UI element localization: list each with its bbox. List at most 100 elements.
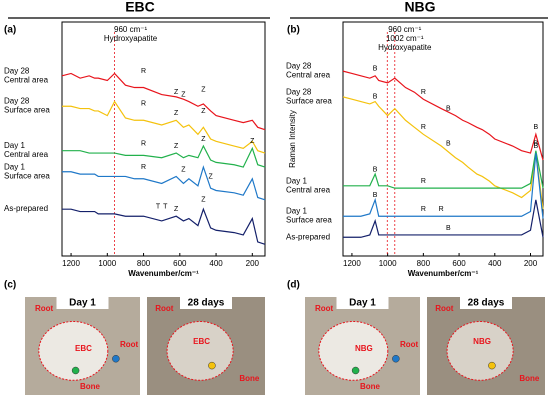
series-label: Day 28 Central area xyxy=(286,62,331,80)
series-label: Day 1 Central area xyxy=(4,141,49,159)
peak-label: B xyxy=(373,192,378,199)
panel-label: (c) xyxy=(4,280,16,291)
series-label: As-prepared xyxy=(4,204,48,213)
spectrum-line xyxy=(342,70,544,161)
series-label-line: Day 1 xyxy=(4,141,25,150)
photo-title-bg xyxy=(460,296,512,309)
spectrum-line xyxy=(62,165,266,201)
peak-label: Z xyxy=(174,143,179,150)
series-label-line: Day 28 xyxy=(286,87,312,96)
measure-point xyxy=(351,366,360,375)
peak-label: R xyxy=(141,164,146,171)
panel-label: (a) xyxy=(4,25,16,36)
measure-point xyxy=(208,361,216,370)
peak-label: Z xyxy=(174,89,179,96)
photo-title: Day 1 xyxy=(349,298,376,309)
series-label-line: Day 28 xyxy=(286,62,312,71)
spectrum-line xyxy=(342,96,544,210)
series-label-line: Day 1 xyxy=(4,162,25,171)
peak-label: R xyxy=(421,206,426,213)
region-label: Bone xyxy=(360,382,381,391)
plot-frame xyxy=(61,21,266,257)
x-tick-label: 800 xyxy=(137,259,151,268)
panel-label: (b) xyxy=(287,25,300,36)
series-label: Day 28 Surface area xyxy=(286,87,332,105)
peak-label: Z xyxy=(201,87,206,94)
series-label-line: Surface area xyxy=(4,171,50,180)
peak-label: Z xyxy=(250,138,255,145)
series-label-line: Day 28 xyxy=(4,97,30,106)
peak-label: Z xyxy=(201,136,206,143)
series-label-line: Day 28 xyxy=(4,66,30,75)
plot-frame xyxy=(342,21,544,257)
x-tick-label: 200 xyxy=(246,259,260,268)
x-tick-label: 200 xyxy=(524,259,538,268)
peak-label: Z xyxy=(201,108,206,115)
region-label: Root xyxy=(400,340,419,349)
series-label-line: Surface area xyxy=(286,216,332,225)
series-label-line: Surface area xyxy=(286,96,332,105)
series-label-line: Central area xyxy=(4,75,49,84)
series-label-line: Day 1 xyxy=(286,176,307,185)
peak-label: B xyxy=(534,141,539,148)
x-tick-label: 1200 xyxy=(62,259,80,268)
photo-title-bg xyxy=(180,296,232,309)
x-tick-label: 400 xyxy=(488,259,502,268)
peak-label: R xyxy=(421,178,426,185)
x-tick-label: 1000 xyxy=(379,259,397,268)
spectrum-line xyxy=(343,199,544,238)
peak-label: R xyxy=(141,68,146,75)
material-outline xyxy=(166,321,234,381)
material-outline xyxy=(38,321,109,381)
series-label-line: As-prepared xyxy=(286,232,330,241)
peak-label: B xyxy=(373,66,378,73)
peak-label: R xyxy=(439,206,444,213)
series-label: Day 1 Central area xyxy=(286,176,331,194)
peak-label: B xyxy=(446,225,451,232)
spectrum-line xyxy=(62,144,266,168)
annotation: 960 cm⁻¹ xyxy=(114,25,147,34)
photo-title: 28 days xyxy=(468,298,505,309)
series-label: Day 28 Central area xyxy=(4,66,49,84)
peak-label: Z xyxy=(174,110,179,117)
peak-label: T xyxy=(163,204,168,211)
peak-label: R xyxy=(141,141,146,148)
x-tick-label: 1000 xyxy=(98,259,116,268)
x-tick-label: 800 xyxy=(417,259,431,268)
spectrum-line xyxy=(343,152,544,219)
peak-label: B xyxy=(446,105,451,112)
spectrum-line xyxy=(61,72,266,131)
peak-label: Z xyxy=(201,197,206,204)
peak-label: R xyxy=(141,101,146,108)
material-outline xyxy=(446,321,514,381)
x-tick-label: 1200 xyxy=(343,259,361,268)
peak-label: R xyxy=(421,89,426,96)
region-label: Bone xyxy=(239,374,260,383)
spectrum-line xyxy=(62,207,266,245)
measure-point xyxy=(488,361,496,370)
series-label-line: As-prepared xyxy=(4,204,48,213)
region-label: Bone xyxy=(519,374,540,383)
region-label: EBC xyxy=(193,337,210,346)
region-label: NBG xyxy=(473,337,491,346)
series-label-line: Surface area xyxy=(4,106,50,115)
series-label: Day 1 Surface area xyxy=(4,162,50,180)
region-label: Root xyxy=(155,304,174,313)
annotation: 1002 cm⁻¹ xyxy=(386,34,424,43)
peak-label: B xyxy=(534,124,539,131)
annotation: Hydroxyapatite xyxy=(104,34,158,43)
measure-point xyxy=(392,354,400,363)
annotation: Hydroxyapatite xyxy=(378,43,432,52)
section-header: EBC xyxy=(125,0,155,15)
section-header: NBG xyxy=(404,0,435,15)
region-label: Root xyxy=(120,340,139,349)
series-label-line: Day 1 xyxy=(286,207,307,216)
region-label: Root xyxy=(35,304,54,313)
spectrum-line xyxy=(62,100,266,154)
spectrum-line xyxy=(343,150,544,189)
series-label: As-prepared xyxy=(286,232,330,241)
region-label: Root xyxy=(435,304,454,313)
photo-title: Day 1 xyxy=(69,298,96,309)
series-label: Day 28 Surface area xyxy=(4,97,50,115)
